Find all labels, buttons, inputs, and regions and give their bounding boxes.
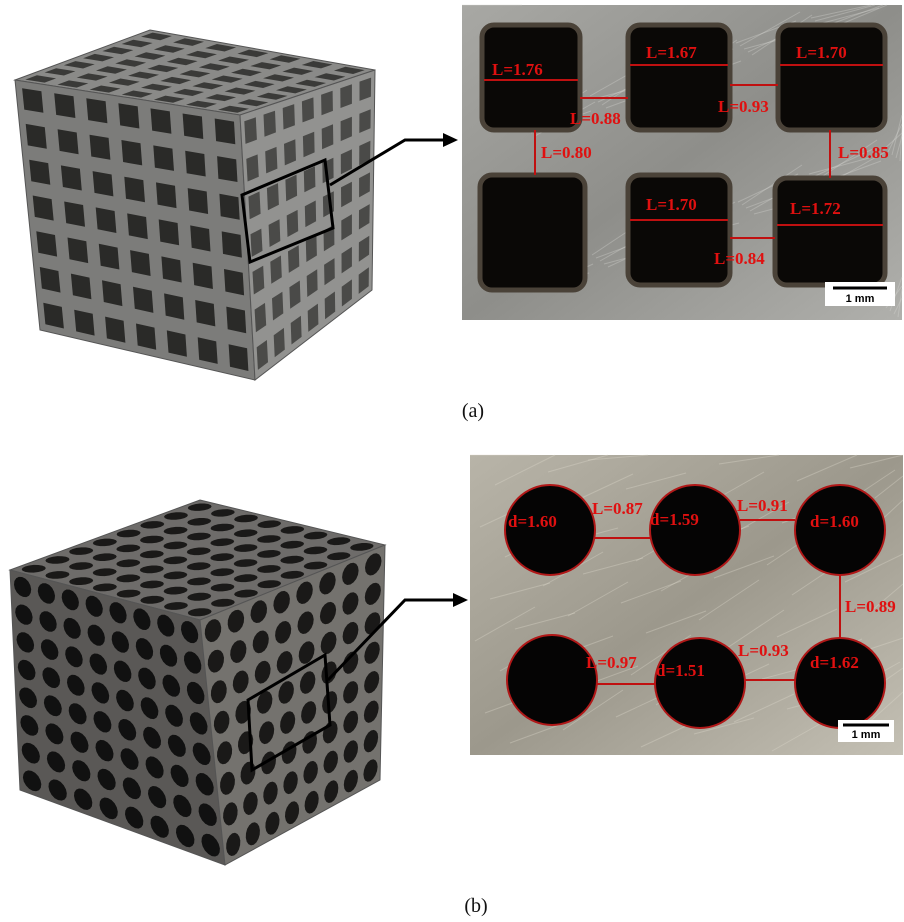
cube-hole <box>130 250 151 276</box>
cube-photos <box>10 30 385 865</box>
cube-hole <box>93 171 114 196</box>
measurement: L=1.70 <box>796 43 847 62</box>
cube-hole <box>244 117 257 144</box>
cube-hole <box>36 231 57 256</box>
cube-hole <box>153 145 174 171</box>
cube-hole <box>151 108 172 133</box>
cube-hole <box>264 111 276 137</box>
cube-hole <box>164 293 184 319</box>
panel-label: (a) <box>462 400 484 422</box>
measurement: L=0.93 <box>738 641 789 660</box>
figure: L=1.76 L=1.67 L=1.70 L=0.88 L=0.93 L=0.8… <box>0 0 904 922</box>
arrowhead <box>443 133 458 147</box>
measurement: d=1.51 <box>656 661 705 680</box>
cube-hole <box>229 344 249 371</box>
cube-hole <box>215 119 236 145</box>
measurement: L=0.85 <box>838 143 889 162</box>
cube-hole <box>99 244 120 270</box>
cube-hole <box>127 213 148 239</box>
cube-hole <box>22 88 43 113</box>
cube-hole <box>64 202 85 227</box>
measurement: L=0.93 <box>718 97 769 116</box>
cube-hole <box>133 287 153 313</box>
cube-hole <box>188 188 208 214</box>
cube-hole <box>222 231 242 257</box>
measurement: d=1.60 <box>508 512 557 531</box>
measurement: L=1.72 <box>790 199 841 218</box>
cube-hole <box>29 160 50 185</box>
measurement: d=1.62 <box>810 653 859 672</box>
measurement: d=1.60 <box>810 512 859 531</box>
cube-hole <box>226 307 246 334</box>
measurement: L=1.67 <box>646 43 697 62</box>
cube-hole <box>198 337 218 364</box>
measurement: L=0.80 <box>541 143 592 162</box>
cube-hole <box>124 177 145 203</box>
cube-hole <box>90 135 111 160</box>
cube-hole <box>61 165 82 190</box>
measurement: d=1.59 <box>650 510 699 529</box>
cube-hole <box>68 238 89 264</box>
arrowhead <box>453 593 468 607</box>
cube-hole <box>58 129 79 154</box>
cube-hole <box>183 114 204 140</box>
cube-hole <box>86 98 107 123</box>
cube-hole <box>159 219 179 245</box>
cube-hole <box>195 300 215 326</box>
cube-hole <box>283 104 295 129</box>
cube-hole <box>219 194 239 220</box>
scale-bar-label: 1 mm <box>852 729 881 741</box>
micrograph-b: d=1.60 L=0.87 d=1.59 L=0.91 d=1.60 L=0.8… <box>470 455 903 755</box>
cube-hole <box>193 263 213 289</box>
cube-hole <box>185 151 206 177</box>
cube-hole <box>224 269 244 295</box>
micrograph-a: L=1.76 L=1.67 L=1.70 L=0.88 L=0.93 L=0.8… <box>462 5 902 320</box>
measurement: L=0.91 <box>737 496 788 515</box>
cube-hole <box>321 91 333 115</box>
cube-hole <box>118 103 139 128</box>
cube-hole <box>161 256 181 282</box>
measurement: L=0.89 <box>845 597 896 616</box>
cube-hole <box>302 97 314 122</box>
scale-bar-label: 1 mm <box>846 293 875 305</box>
cube-hole <box>217 156 237 182</box>
measurement: L=0.88 <box>570 109 621 128</box>
cube-hole <box>246 154 258 181</box>
cube-hole <box>96 207 117 233</box>
measurement: L=1.76 <box>492 60 543 79</box>
cube-hole <box>190 225 210 251</box>
cube-hole <box>156 182 177 208</box>
cube-hole <box>33 196 54 221</box>
cube-hole <box>54 93 75 118</box>
cube-hole <box>121 140 142 165</box>
cube-hole <box>71 274 92 300</box>
cube-hole <box>167 330 187 356</box>
measurement: L=0.84 <box>714 249 765 268</box>
cube-hole <box>102 280 122 306</box>
panel-label: (b) <box>464 895 487 917</box>
cube-hole <box>26 124 47 149</box>
measurement: L=0.97 <box>586 653 637 672</box>
measurement: L=0.87 <box>592 499 643 518</box>
measurement: L=1.70 <box>646 195 697 214</box>
